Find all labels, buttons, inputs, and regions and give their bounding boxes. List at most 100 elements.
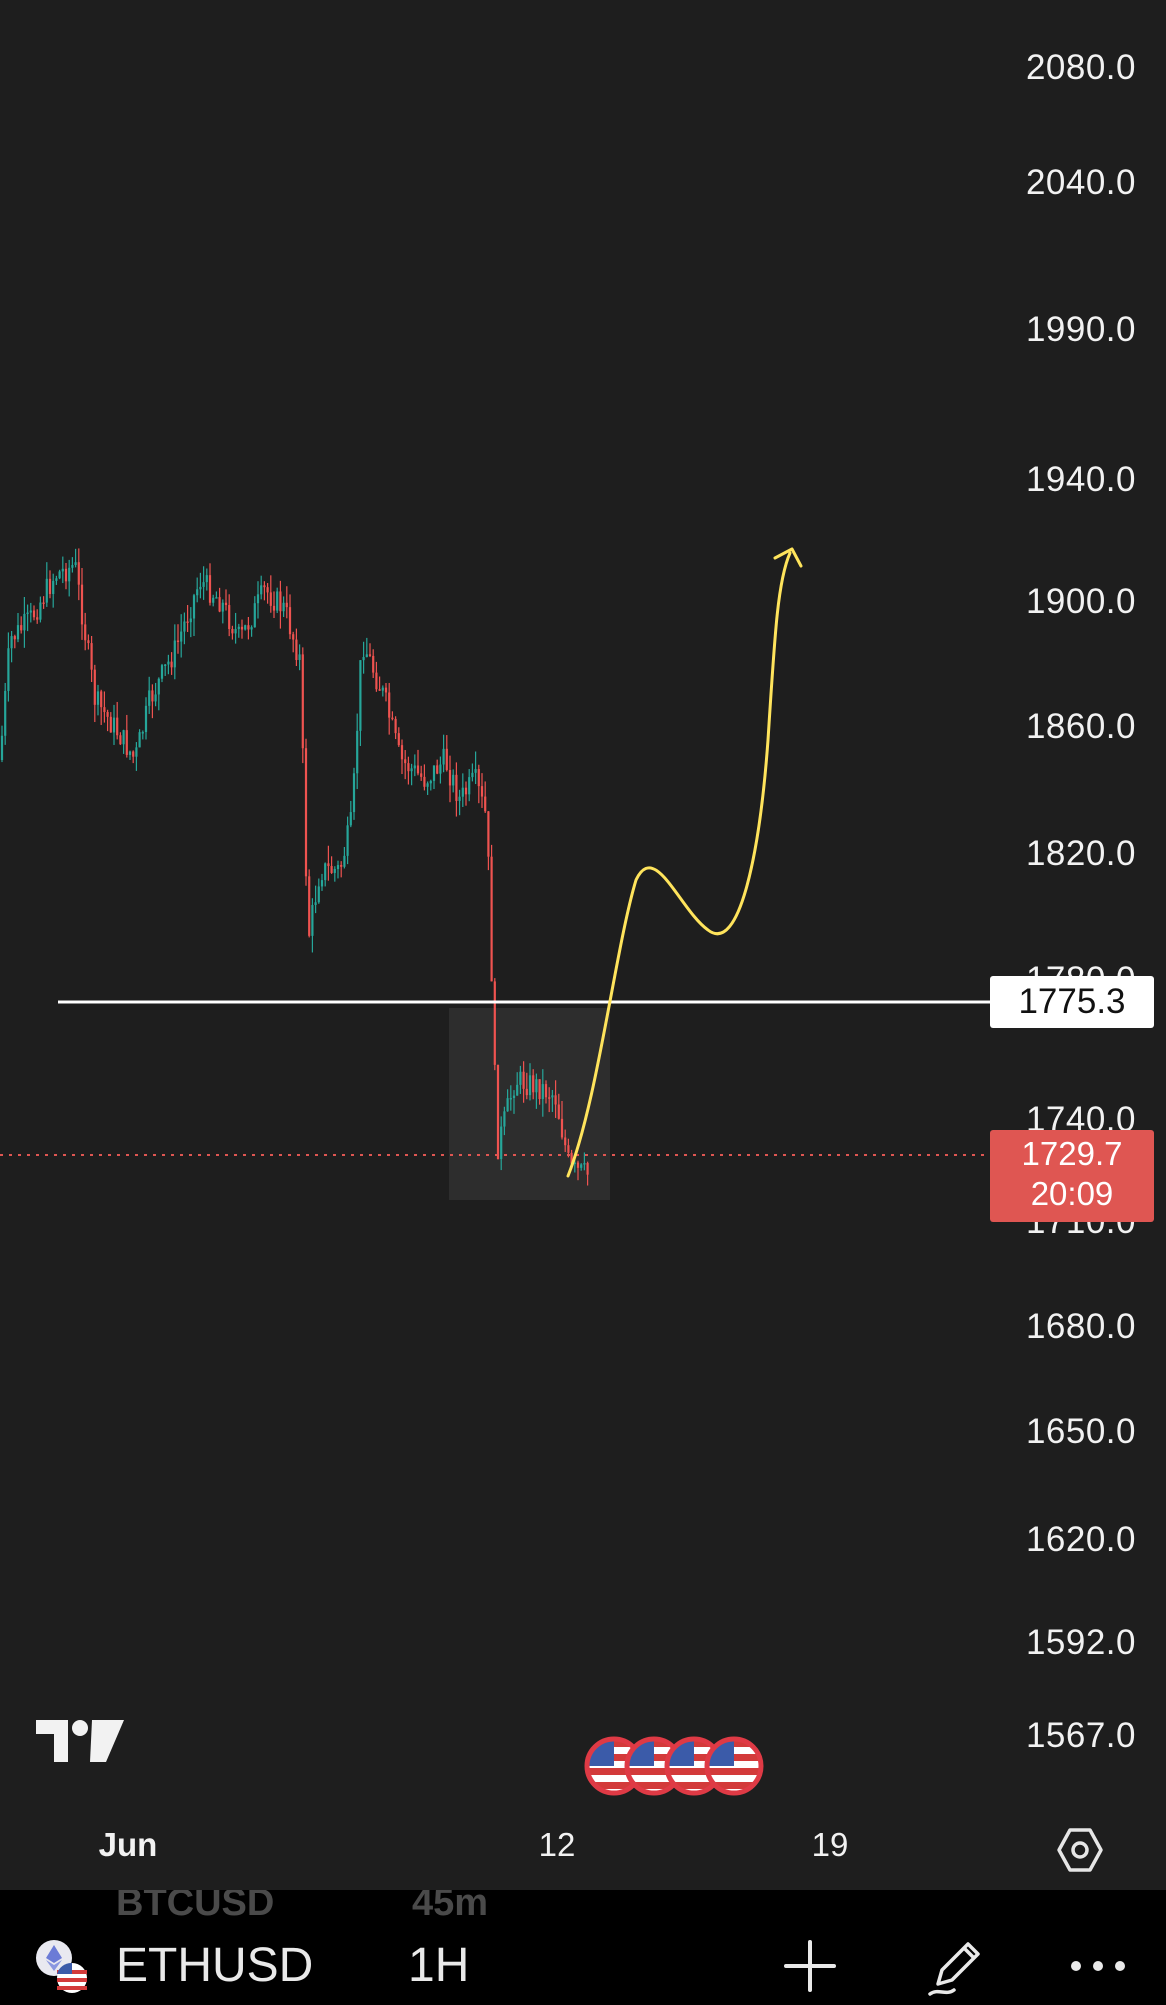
candle-body (263, 585, 266, 588)
chart-area[interactable] (0, 0, 1166, 1890)
candle-body (237, 626, 240, 630)
price-tick: 1900.0 (1025, 582, 1136, 621)
candle-body (304, 748, 308, 877)
candle-body (240, 626, 244, 630)
candle-body (4, 690, 7, 736)
candle-body (132, 751, 135, 757)
candle-body (52, 580, 55, 594)
candle-body (554, 1095, 557, 1105)
candle-body (397, 733, 400, 746)
candle-body (26, 612, 29, 615)
pen-icon[interactable] (924, 1934, 988, 1998)
projection-arrow[interactable] (566, 551, 792, 1178)
candle-body (365, 654, 368, 658)
price-axis[interactable]: 2080.0 2040.0 1990.0 1940.0 1900.0 1860.… (992, 0, 1166, 1890)
candle-body (279, 591, 282, 612)
candle-body (244, 625, 247, 630)
candle-body (106, 712, 109, 717)
candle-body (384, 687, 388, 693)
candle-body (378, 689, 381, 691)
time-tick: 19 (811, 1826, 849, 1863)
candle-body (71, 565, 74, 568)
candle-body (208, 575, 212, 603)
tradingview-logo[interactable] (34, 1716, 126, 1766)
candle-body (426, 783, 429, 787)
candle-body (29, 610, 32, 613)
bar-countdown: 20:09 (1030, 1175, 1114, 1212)
candle-body (436, 765, 439, 774)
price-chart[interactable] (0, 0, 1166, 1890)
candle-body (186, 621, 189, 623)
candle-body (154, 694, 157, 702)
candle-body (276, 591, 279, 611)
candle-body (548, 1097, 551, 1099)
price-tick: 1680.0 (1025, 1307, 1136, 1346)
candle-body (141, 732, 144, 734)
candle-body (23, 613, 26, 631)
candle-body (439, 764, 442, 774)
last-price-badge: 1729.7 20:09 (990, 1130, 1154, 1222)
candle-body (199, 586, 202, 590)
candle-body (119, 735, 122, 745)
candle-body (413, 765, 416, 769)
candle-body (266, 587, 269, 593)
candle-body (7, 648, 10, 691)
candle-body (231, 628, 234, 634)
candle-body (256, 594, 260, 604)
candle-body (519, 1071, 522, 1085)
settings-hexagon-icon[interactable] (1056, 1826, 1104, 1874)
candle-body (148, 690, 151, 706)
candle-body (506, 1098, 509, 1112)
previous-symbol-row[interactable]: BTCUSD 45m (116, 1890, 488, 1925)
candle-body (74, 562, 77, 566)
candle-body (301, 654, 304, 749)
price-tick: 2080.0 (1025, 48, 1136, 87)
candle-body (324, 863, 327, 881)
candle-body (180, 631, 183, 642)
candle-body (125, 730, 128, 755)
candle-body (39, 602, 42, 620)
candle-body (93, 669, 96, 705)
candle-body (234, 629, 237, 634)
candle-body (535, 1079, 538, 1093)
consolidation-box[interactable] (449, 1008, 610, 1200)
candle-body (359, 660, 362, 731)
candle-body (544, 1084, 548, 1098)
candle-body (45, 578, 48, 603)
more-icon[interactable] (1066, 1934, 1130, 1998)
level-price-badge[interactable]: 1775.3 (990, 976, 1154, 1028)
symbol-button[interactable]: ETHUSD (116, 1939, 314, 1992)
candle-body (298, 654, 301, 661)
candle-body (516, 1084, 519, 1096)
candle-body (218, 597, 221, 612)
price-tick: 1592.0 (1025, 1623, 1136, 1662)
candle-body (352, 773, 356, 813)
add-icon[interactable] (778, 1934, 842, 1998)
candle-body (116, 717, 119, 736)
candle-body (311, 905, 314, 936)
us-flag-icon[interactable] (707, 1739, 761, 1793)
price-tick: 2040.0 (1025, 163, 1136, 202)
candle-body (288, 607, 292, 635)
candle-body (285, 602, 288, 608)
candle-body (224, 602, 228, 606)
ethereum-icon[interactable] (34, 1938, 90, 1994)
last-price-value: 1729.7 (1021, 1135, 1123, 1172)
candle-body (16, 625, 20, 640)
candle-body (173, 640, 176, 668)
candle-body (272, 605, 276, 611)
candle-body (461, 787, 464, 797)
economic-events[interactable] (580, 1732, 770, 1800)
candle-body (138, 732, 141, 748)
time-tick: 12 (538, 1826, 576, 1863)
candle-body (468, 777, 471, 795)
candle-body (455, 774, 458, 801)
candle-body (532, 1075, 535, 1093)
candle-body (557, 1104, 560, 1119)
timeframe-button[interactable]: 1H (408, 1939, 470, 1992)
candle-body (135, 747, 138, 757)
candle-body (80, 584, 84, 625)
candle-body (484, 796, 487, 812)
candle-body (372, 655, 375, 673)
candle-body (77, 562, 80, 585)
